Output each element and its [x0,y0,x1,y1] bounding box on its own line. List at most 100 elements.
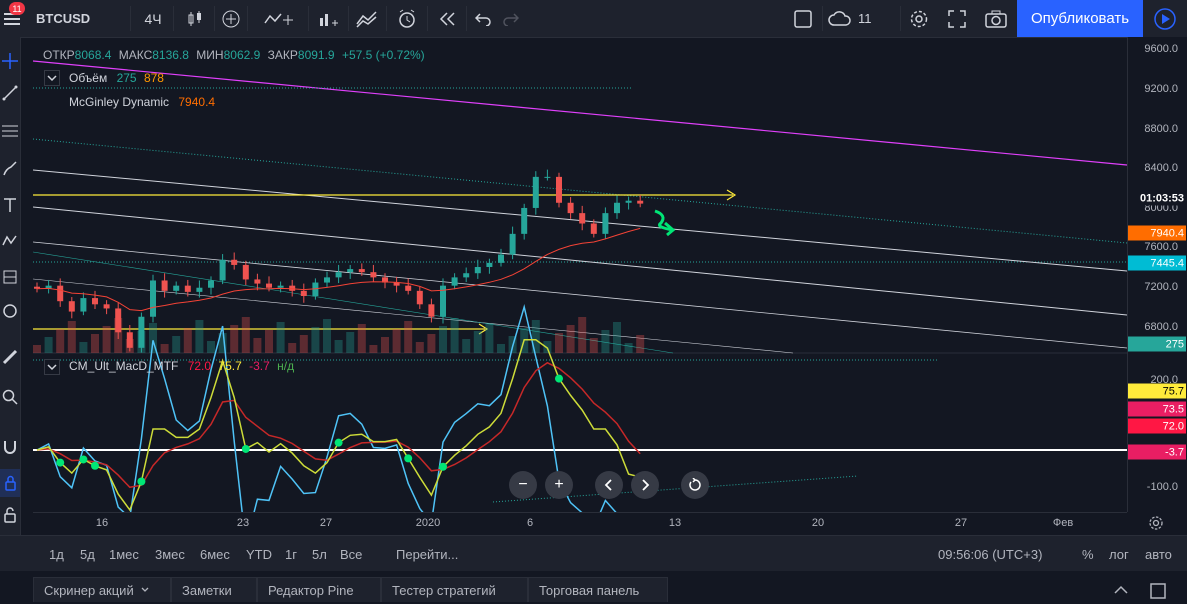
volume-bar [56,329,65,353]
templates-icon [356,10,377,28]
reset-chart-button[interactable] [681,471,709,499]
macd-tick: 200.0 [1150,374,1178,386]
candle-body [498,254,504,263]
candle-body [138,316,145,348]
range-5y[interactable]: 5л [312,546,327,562]
tab-notes[interactable]: Заметки [171,577,257,602]
volume-bar [531,320,540,353]
candle-body [358,269,365,273]
goto-date-button[interactable]: Перейти... [396,546,459,562]
snapshot-button[interactable] [982,0,1010,37]
zoom-in-button[interactable]: + [545,471,573,499]
volume-bars [33,317,645,353]
collapse-legend-button[interactable] [44,70,60,86]
log-toggle[interactable]: лог [1109,546,1129,562]
bottom-panel: Скринер акций Заметки Редактор Pine Тест… [0,571,1187,602]
tab-stock-screener[interactable]: Скринер акций [33,577,171,602]
volume-bar [334,340,343,353]
candle-body [451,277,458,286]
range-1d[interactable]: 1д [49,546,64,562]
shapes-icon[interactable] [2,303,18,319]
pattern-icon[interactable] [2,233,18,249]
settings-button[interactable] [905,0,933,37]
candle-body [161,280,168,291]
indicators-button[interactable] [254,0,304,37]
interval-button[interactable]: 4Ч [144,10,162,27]
layout-button[interactable] [790,0,816,37]
macd-cross-dot [334,438,343,447]
range-1y[interactable]: 1г [285,546,297,562]
volume-bar [473,331,482,353]
range-all[interactable]: Все [340,546,363,562]
lock-drawings-button[interactable] [0,469,20,497]
trendline-icon[interactable] [2,85,18,101]
zoom-icon[interactable] [2,389,18,405]
range-6m[interactable]: 6мес [200,546,230,562]
alerts-cloud-button[interactable]: 11 [828,0,878,37]
magnet-icon[interactable] [2,439,18,455]
volume-bar [276,322,285,353]
macd-cross-dot [79,455,88,464]
chevron-left-icon [604,479,612,491]
publish-button[interactable]: Опубликовать [1017,0,1143,37]
undo-button[interactable] [470,0,496,37]
scale-settings-button[interactable] [1146,512,1166,534]
scroll-left-button[interactable] [595,471,623,499]
volume-bar [230,325,239,353]
panel-expand-button[interactable] [1112,581,1132,601]
panel-maximize-button[interactable] [1150,583,1168,601]
macd-tick: -100.0 [1146,481,1178,493]
range-5d[interactable]: 5д [80,546,95,562]
ruler-icon[interactable] [2,349,18,365]
price-chart[interactable] [33,37,1127,512]
replay-button[interactable] [433,0,463,37]
drawing-lines [33,60,1127,503]
volume-bar [172,336,181,353]
tab-trading-panel[interactable]: Торговая панель [528,577,668,602]
macd-cross-dots [56,374,563,486]
zoom-out-button[interactable]: − [509,471,537,499]
brush-icon[interactable] [2,161,18,177]
fullscreen-button[interactable] [943,0,971,37]
crosshair-icon[interactable] [2,53,18,69]
collapse-macd-legend-button[interactable] [44,359,60,375]
alert-button[interactable] [392,0,422,37]
chart-type-button[interactable] [180,0,210,37]
play-button[interactable] [1143,0,1187,37]
prediction-icon[interactable] [2,269,18,285]
price-scale[interactable]: 9600.0 9200.0 8800.0 8400.0 8000.0 7600.… [1127,37,1187,512]
tab-strategy-tester[interactable]: Тестер стратегий [381,577,528,602]
candle-body [602,213,609,234]
volume-bar [195,320,204,353]
timezone-clock[interactable]: 09:56:06 (UTC+3) [938,546,1043,562]
auto-toggle[interactable]: авто [1145,546,1172,562]
volume-bar [462,339,471,353]
range-3m[interactable]: 3мес [155,546,185,562]
volume-bar [392,329,401,353]
range-1m[interactable]: 1мес [109,546,139,562]
camera-icon [985,10,1007,28]
price-tick: 8800.0 [1144,123,1178,135]
candle-body [266,283,272,288]
candles-icon [188,10,201,26]
volume-bar [357,324,366,353]
scroll-right-button[interactable] [631,471,659,499]
range-ytd[interactable]: YTD [246,546,272,562]
redo-button[interactable] [498,0,524,37]
candle-body [637,200,644,204]
lock-icon[interactable] [2,507,18,523]
volume-bar [241,317,250,353]
templates-button[interactable] [352,0,382,37]
fib-icon[interactable] [2,123,18,139]
time-tick: 2020 [415,517,441,529]
symbol-search[interactable]: BTCUSD [36,11,91,26]
text-icon[interactable] [2,197,18,213]
time-axis[interactable]: 16 23 27 2020 6 13 20 27 Фев [33,512,1127,535]
financials-button[interactable] [314,0,344,37]
chart-pane[interactable]: ОТКР8068.4 МАКС8136.8 МИН8062.9 ЗАКР8091… [33,37,1127,512]
tab-pine-editor[interactable]: Редактор Pine [257,577,381,602]
macd-legend: CM_Ult_MacD_MTF 72.0 75.7 -3.7 н/д [69,359,295,373]
percent-toggle[interactable]: % [1082,546,1094,562]
candle-body [92,298,98,305]
compare-button[interactable] [218,0,244,37]
